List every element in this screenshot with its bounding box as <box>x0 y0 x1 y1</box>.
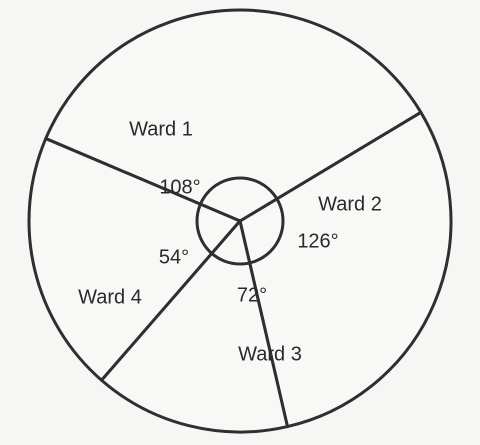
pie-slices <box>27 8 453 434</box>
pie-slice-ward-4 <box>100 219 289 434</box>
pie-slice-ward-3 <box>27 137 242 382</box>
pie-slice-label: Ward 4 <box>78 286 142 308</box>
pie-slice-angle-label: 126° <box>297 230 338 252</box>
pie-slice-angle-label: 72° <box>237 284 267 306</box>
pie-slice-label: Ward 1 <box>129 118 193 140</box>
pie-slice-label: Ward 2 <box>318 193 382 215</box>
pie-slice-label: Ward 3 <box>238 343 302 365</box>
pie-slice-ward-2 <box>44 8 423 223</box>
center-angle-ring <box>195 176 285 266</box>
pie-slice-angle-label: 108° <box>159 176 200 198</box>
pie-labels: Ward 1 108° Ward 2 126° Ward 3 72° Ward 4 54° <box>78 118 382 365</box>
pie-slice-angle-label: 54° <box>159 246 189 268</box>
